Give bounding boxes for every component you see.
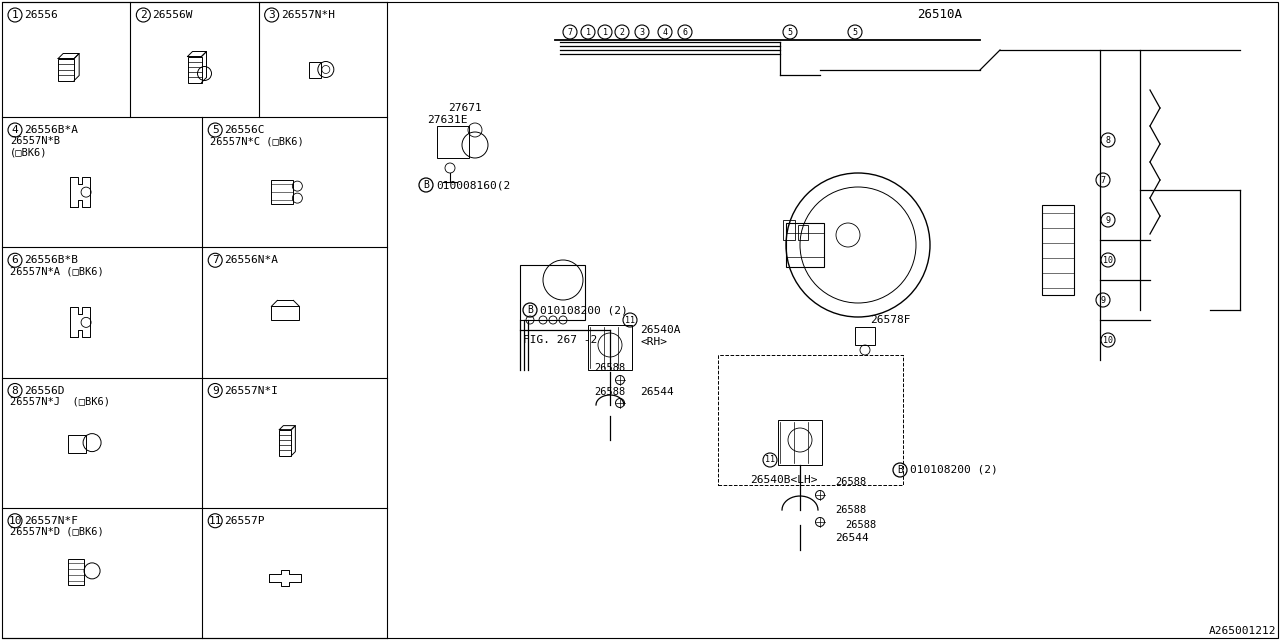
Text: 2: 2 xyxy=(140,10,147,20)
Bar xyxy=(855,327,876,345)
Text: 26588: 26588 xyxy=(594,363,626,373)
Text: 26557P: 26557P xyxy=(224,516,265,525)
Text: 26556N*A: 26556N*A xyxy=(224,255,278,265)
Text: 8: 8 xyxy=(1106,136,1111,145)
Bar xyxy=(588,325,632,370)
Text: FIG. 267 -2: FIG. 267 -2 xyxy=(524,335,598,345)
Text: 26556D: 26556D xyxy=(24,385,64,396)
Text: 26557N*B: 26557N*B xyxy=(10,136,60,146)
Text: 1: 1 xyxy=(603,28,608,36)
Text: 010008160(2: 010008160(2 xyxy=(436,180,511,190)
Text: 26556C: 26556C xyxy=(224,125,265,135)
Text: 26557N*F: 26557N*F xyxy=(24,516,78,525)
Text: 6: 6 xyxy=(12,255,18,265)
Text: 11: 11 xyxy=(209,516,221,525)
Text: 5: 5 xyxy=(787,28,792,36)
Bar xyxy=(797,225,808,240)
Text: 26556W: 26556W xyxy=(152,10,193,20)
Text: 26556B*B: 26556B*B xyxy=(24,255,78,265)
Text: 2: 2 xyxy=(620,28,625,36)
Text: 4: 4 xyxy=(663,28,667,36)
Text: B: B xyxy=(527,305,532,315)
Text: 9: 9 xyxy=(211,385,219,396)
Text: 11: 11 xyxy=(625,316,635,324)
Bar xyxy=(271,180,293,204)
Text: 26544: 26544 xyxy=(640,387,673,397)
Text: 26557N*H: 26557N*H xyxy=(280,10,334,20)
Bar xyxy=(58,58,74,81)
Text: 27631E: 27631E xyxy=(426,115,467,125)
Text: 26544: 26544 xyxy=(835,533,869,543)
Text: 8: 8 xyxy=(12,385,18,396)
Text: 7: 7 xyxy=(567,28,572,36)
Text: 1: 1 xyxy=(12,10,18,20)
Text: 10: 10 xyxy=(1103,255,1114,264)
Text: 10: 10 xyxy=(8,516,22,525)
Bar xyxy=(308,61,321,77)
Bar xyxy=(271,307,300,321)
Bar xyxy=(718,355,902,485)
Text: 6: 6 xyxy=(682,28,687,36)
Text: 10: 10 xyxy=(1103,335,1114,344)
Text: 4: 4 xyxy=(12,125,18,135)
Text: 26557N*J  (□BK6): 26557N*J (□BK6) xyxy=(10,397,110,406)
Text: <RH>: <RH> xyxy=(640,337,667,347)
Text: 9: 9 xyxy=(1106,216,1111,225)
Text: 26510A: 26510A xyxy=(918,8,963,20)
Text: B: B xyxy=(897,465,902,475)
Text: 3: 3 xyxy=(269,10,275,20)
Bar xyxy=(279,429,292,456)
Text: 7: 7 xyxy=(211,255,219,265)
Bar xyxy=(436,126,468,158)
Bar xyxy=(786,233,824,257)
Bar xyxy=(783,220,795,240)
Text: 26556B*A: 26556B*A xyxy=(24,125,78,135)
Text: 26557N*D (□BK6): 26557N*D (□BK6) xyxy=(10,527,104,537)
Text: 3: 3 xyxy=(640,28,645,36)
Text: (□BK6): (□BK6) xyxy=(10,147,47,157)
Text: 9: 9 xyxy=(1101,296,1106,305)
Bar xyxy=(520,265,585,320)
Text: 26557N*A (□BK6): 26557N*A (□BK6) xyxy=(10,266,104,276)
Text: A265001212: A265001212 xyxy=(1208,626,1276,636)
Text: 26540A: 26540A xyxy=(640,325,681,335)
Text: 5: 5 xyxy=(211,125,219,135)
Bar xyxy=(68,435,86,452)
Text: 26588: 26588 xyxy=(835,477,867,487)
Bar xyxy=(786,223,824,267)
Bar xyxy=(1042,205,1074,295)
Text: 26557N*C (□BK6): 26557N*C (□BK6) xyxy=(210,136,303,146)
Text: 1: 1 xyxy=(585,28,590,36)
Text: 26578F: 26578F xyxy=(870,315,910,325)
Text: 26540B<LH>: 26540B<LH> xyxy=(750,475,818,485)
Bar xyxy=(778,420,822,465)
Text: 7: 7 xyxy=(1101,175,1106,184)
Text: B: B xyxy=(424,180,429,190)
Text: 26588: 26588 xyxy=(845,520,877,530)
Text: 010108200 (2): 010108200 (2) xyxy=(540,305,627,315)
Text: 5: 5 xyxy=(852,28,858,36)
Text: 26557N*I: 26557N*I xyxy=(224,385,278,396)
Text: 27671: 27671 xyxy=(448,103,481,113)
Text: 010108200 (2): 010108200 (2) xyxy=(910,465,997,475)
Text: 26556: 26556 xyxy=(24,10,58,20)
Text: 26588: 26588 xyxy=(594,387,626,397)
Text: 26588: 26588 xyxy=(835,505,867,515)
Bar xyxy=(68,559,84,585)
Bar xyxy=(187,56,201,83)
Text: 11: 11 xyxy=(765,456,774,465)
